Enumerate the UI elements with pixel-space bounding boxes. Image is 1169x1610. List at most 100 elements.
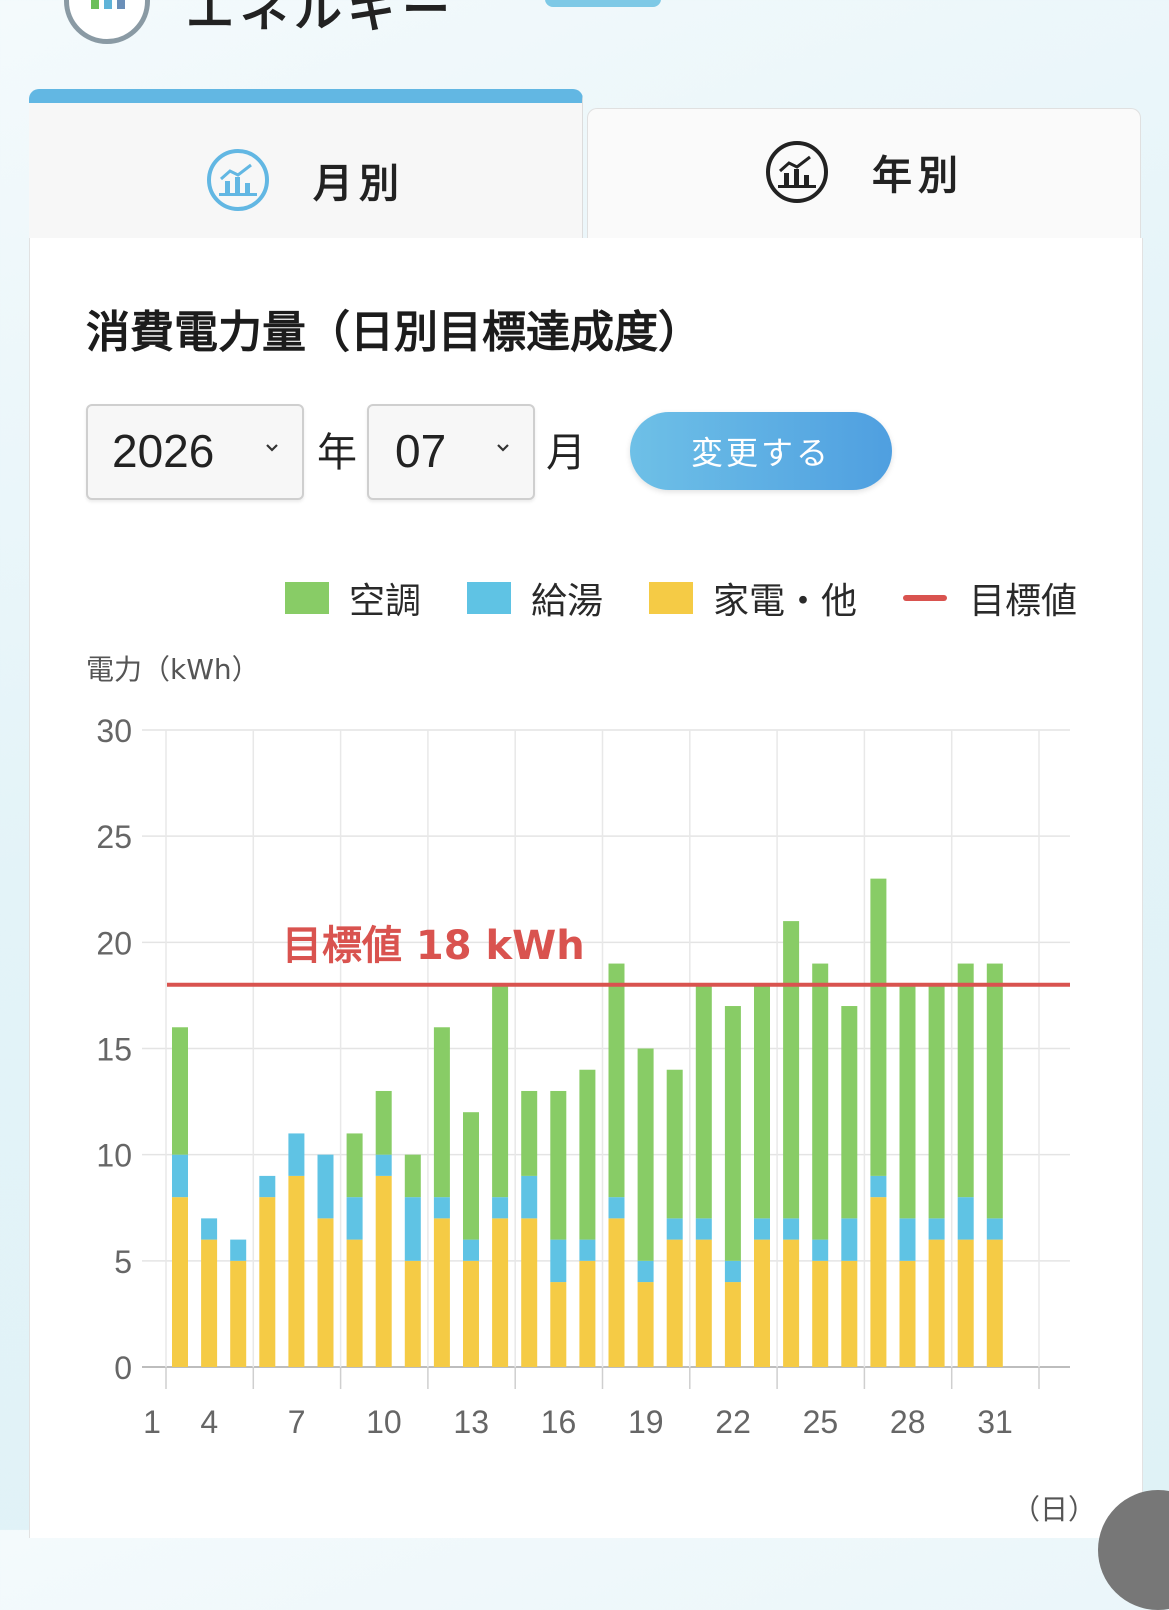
y-tick-label: 5 [114, 1244, 132, 1280]
legend-label-target: 目標値 [969, 581, 1078, 622]
bar-segment [433, 1027, 450, 1198]
year-select-value: 2026 [112, 425, 215, 477]
legend-swatch-aircon [285, 582, 329, 614]
bar-segment [637, 1048, 654, 1261]
legend-label-water: 給湯 [531, 581, 604, 622]
app-header: エネルギー [0, 0, 1169, 44]
app-badge [545, 0, 661, 7]
y-tick-label: 0 [114, 1350, 132, 1386]
bar-segment [550, 1239, 567, 1283]
bar-segment [754, 1218, 770, 1240]
bar-segment [521, 1175, 538, 1219]
change-button[interactable]: 変更する [630, 412, 892, 490]
tab-yearly[interactable]: 年別 [587, 108, 1141, 239]
y-tick-label: 25 [96, 819, 132, 855]
bar-segment [724, 1260, 741, 1283]
bar-segment [492, 1197, 509, 1219]
legend-item-aircon[interactable]: 空調 [285, 572, 421, 624]
bar-segment [783, 1218, 800, 1240]
bar-segment [492, 984, 509, 1198]
x-tick-label: 28 [890, 1404, 926, 1440]
tab-yearly-label: 年別 [872, 153, 964, 199]
bar-segment [841, 1006, 858, 1219]
y-tick-label: 15 [96, 1032, 132, 1068]
bar-segment [346, 1239, 363, 1367]
bar-segment [259, 1197, 276, 1367]
bar-segment [899, 984, 916, 1219]
bar-segment [608, 1218, 625, 1367]
tab-monthly-label: 月別 [313, 161, 405, 207]
x-axis-label: （日） [1012, 1493, 1097, 1526]
bar-segment [986, 963, 1003, 1219]
bar-segment [986, 1218, 1003, 1240]
x-tick-label: 10 [366, 1404, 402, 1440]
card-title: 消費電力量（日別目標達成度） [86, 307, 702, 358]
bar-segment [521, 1218, 538, 1367]
bar-segment [666, 1239, 683, 1367]
bar-segment [666, 1069, 683, 1219]
x-tick-label: 1 [143, 1404, 161, 1440]
x-tick-label: 16 [541, 1404, 577, 1440]
month-select[interactable]: 07 [367, 404, 535, 500]
legend-label-appliance: 家電・他 [713, 581, 858, 622]
bar-segment [870, 878, 887, 1176]
bar-segment [870, 1175, 887, 1198]
chart-circle-icon [207, 149, 269, 211]
bar-segment [754, 1239, 770, 1367]
bar-segment [841, 1218, 858, 1261]
bar-segment [230, 1260, 247, 1367]
bar-segment [637, 1282, 654, 1367]
bar-segment [259, 1175, 276, 1198]
bar-segment [550, 1282, 567, 1367]
bar-segment [783, 1239, 800, 1367]
app-title: エネルギー [186, 0, 457, 38]
consumption-card: 消費電力量（日別目標達成度） 2026 年 07 月 変更する 空調 給湯 家電… [29, 238, 1143, 1538]
bar-segment [957, 1197, 974, 1240]
legend-swatch-target [903, 595, 948, 601]
bar-segment [346, 1133, 363, 1198]
bar-segment [841, 1260, 858, 1367]
bar-segment [928, 984, 945, 1219]
chart-circle-icon [766, 141, 828, 203]
y-axis-label: 電力（kWh） [86, 653, 260, 686]
tab-monthly[interactable]: 月別 [29, 89, 583, 239]
bar-segment [695, 984, 712, 1219]
x-tick-label: 25 [803, 1404, 839, 1440]
legend-item-appliance[interactable]: 家電・他 [649, 572, 857, 624]
x-tick-label: 31 [977, 1404, 1013, 1440]
bar-segment [288, 1133, 305, 1176]
bar-segment [550, 1090, 567, 1240]
year-unit: 年 [317, 430, 357, 476]
target-label: 目標値 18 kWh [282, 923, 585, 969]
bar-segment [783, 921, 800, 1219]
bar-segment [870, 1197, 887, 1367]
month-select-value: 07 [395, 425, 447, 477]
chart-legend: 空調 給湯 家電・他 目標値 [285, 572, 1077, 624]
x-tick-label: 13 [453, 1404, 489, 1440]
legend-item-target[interactable]: 目標値 [903, 572, 1077, 624]
chevron-down-icon [266, 444, 278, 452]
bar-segment [463, 1112, 479, 1240]
bar-segment [433, 1197, 450, 1219]
bar-segment [724, 1282, 741, 1367]
bar-segment [201, 1218, 218, 1240]
bar-segment [899, 1218, 916, 1261]
bar-segment [899, 1260, 916, 1367]
bar-segment [317, 1154, 334, 1219]
stacked-bar-chart: 0 5 10 15 20 25 30 1 4 7 10 13 16 19 22 25 28 31 目標値 18 kW… [96, 713, 1070, 1440]
bar-segment [463, 1260, 479, 1367]
y-tick-label: 10 [96, 1138, 132, 1174]
bar-segment [433, 1218, 450, 1367]
bar-segment [404, 1197, 421, 1261]
bar-segment [637, 1260, 654, 1283]
year-select[interactable]: 2026 [86, 404, 304, 500]
bar-segment [346, 1197, 363, 1240]
app-logo-icon [64, 0, 150, 44]
chevron-down-icon [497, 444, 509, 452]
bar-segment [608, 963, 625, 1198]
bar-segment [172, 1197, 188, 1367]
bar-segment [404, 1154, 421, 1198]
bar-segment [579, 1260, 596, 1367]
legend-item-water[interactable]: 給湯 [467, 572, 603, 624]
bar-segment [957, 963, 974, 1198]
